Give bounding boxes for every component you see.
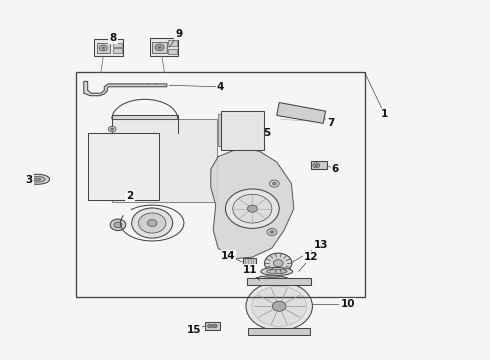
- Bar: [168, 49, 177, 54]
- Bar: [150, 38, 178, 56]
- Circle shape: [272, 301, 286, 311]
- Bar: [220, 111, 264, 149]
- Text: 15: 15: [187, 325, 201, 335]
- Bar: [98, 42, 110, 53]
- Circle shape: [147, 220, 157, 226]
- Ellipse shape: [267, 269, 287, 274]
- Circle shape: [110, 219, 126, 230]
- Circle shape: [252, 286, 307, 326]
- Circle shape: [273, 260, 283, 267]
- Circle shape: [99, 45, 107, 51]
- Circle shape: [270, 230, 274, 233]
- Bar: [243, 258, 256, 266]
- Text: 2: 2: [126, 191, 134, 201]
- Text: 7: 7: [327, 118, 334, 128]
- Circle shape: [132, 208, 172, 238]
- Circle shape: [233, 194, 272, 223]
- Circle shape: [225, 189, 279, 228]
- Text: 11: 11: [243, 265, 257, 275]
- Circle shape: [155, 44, 164, 50]
- Circle shape: [315, 164, 318, 166]
- Polygon shape: [277, 103, 326, 123]
- Polygon shape: [211, 148, 294, 259]
- Text: 4: 4: [217, 82, 224, 92]
- Ellipse shape: [265, 279, 279, 282]
- Bar: [112, 119, 217, 202]
- Text: 1: 1: [381, 109, 388, 119]
- Ellipse shape: [259, 278, 285, 283]
- Polygon shape: [84, 81, 167, 96]
- Text: 6: 6: [332, 164, 339, 174]
- Circle shape: [267, 228, 277, 235]
- Ellipse shape: [25, 174, 49, 184]
- Circle shape: [207, 324, 212, 328]
- Bar: [311, 161, 327, 169]
- Text: 14: 14: [220, 251, 235, 261]
- Ellipse shape: [34, 178, 41, 180]
- Bar: [152, 42, 167, 53]
- Circle shape: [158, 46, 161, 48]
- Bar: [113, 48, 122, 53]
- Text: 3: 3: [25, 175, 33, 185]
- Circle shape: [246, 282, 313, 330]
- Bar: [218, 114, 222, 146]
- Circle shape: [114, 222, 122, 228]
- Ellipse shape: [29, 176, 45, 182]
- Text: 13: 13: [314, 240, 328, 250]
- Circle shape: [102, 47, 105, 49]
- Bar: [205, 322, 220, 329]
- Bar: [247, 278, 311, 285]
- Bar: [168, 40, 177, 45]
- Circle shape: [247, 205, 257, 212]
- Bar: [94, 39, 123, 56]
- Bar: [112, 115, 178, 119]
- Circle shape: [272, 182, 276, 185]
- Text: 8: 8: [109, 33, 117, 43]
- Circle shape: [265, 253, 292, 273]
- Circle shape: [212, 324, 217, 328]
- Text: 12: 12: [304, 252, 318, 262]
- Bar: [88, 134, 159, 200]
- Circle shape: [108, 126, 116, 132]
- Circle shape: [270, 180, 279, 187]
- Circle shape: [313, 163, 320, 168]
- Circle shape: [111, 128, 114, 130]
- Text: 9: 9: [175, 29, 183, 39]
- Text: 5: 5: [263, 129, 270, 138]
- Bar: [113, 42, 122, 47]
- Text: 10: 10: [341, 299, 355, 309]
- Bar: [76, 72, 365, 297]
- Ellipse shape: [253, 276, 290, 285]
- Bar: [248, 328, 310, 335]
- Ellipse shape: [261, 267, 293, 275]
- Circle shape: [139, 213, 166, 233]
